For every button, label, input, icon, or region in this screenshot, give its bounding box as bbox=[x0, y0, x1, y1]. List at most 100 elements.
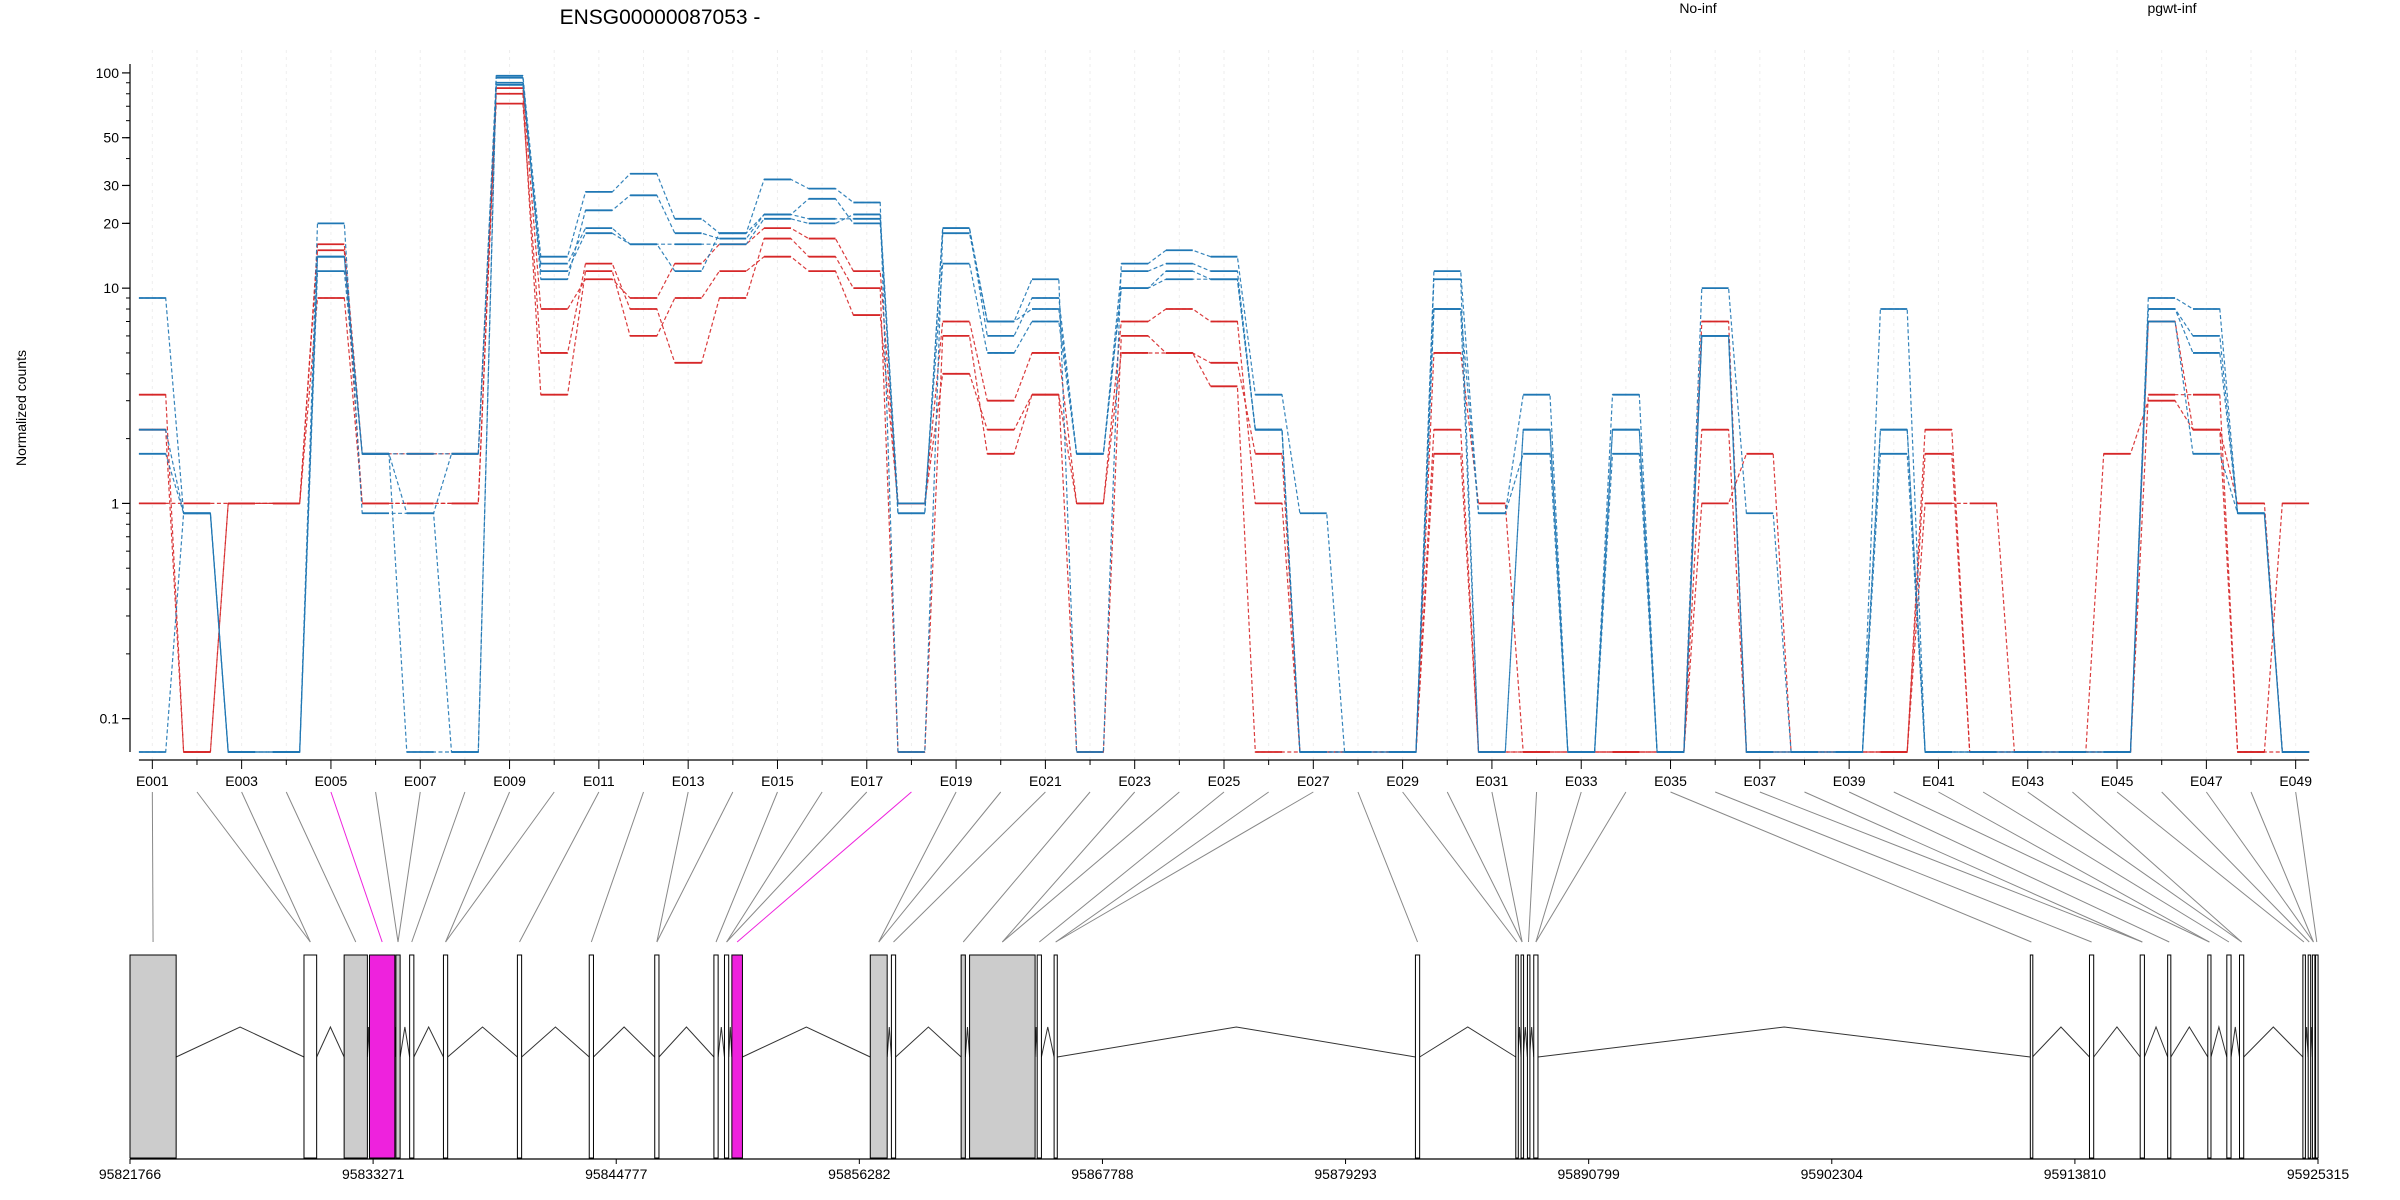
exon-connector bbox=[1535, 791, 1582, 943]
exon-connector bbox=[2250, 791, 2314, 943]
x-tick-label: E007 bbox=[404, 773, 437, 789]
x-tick-label: E025 bbox=[1208, 773, 1241, 789]
exon-connector bbox=[411, 791, 466, 943]
y-axis-label: Normalized counts bbox=[13, 350, 29, 466]
intron bbox=[2032, 1026, 2090, 1058]
coord-tick-label: 95902304 bbox=[1801, 1166, 1864, 1182]
exon-connector bbox=[1804, 791, 2143, 943]
exon-connector bbox=[519, 791, 600, 943]
x-tick-label: E041 bbox=[1922, 773, 1955, 789]
x-tick-label: E005 bbox=[315, 773, 348, 789]
x-tick-label: E003 bbox=[225, 773, 258, 789]
x-axis: E001 E003 E005 E007 E009 E011 E013 E015 E017 E019… bbox=[136, 759, 2312, 789]
exon-connector bbox=[1714, 791, 2092, 943]
exon-block bbox=[2139, 954, 2145, 1159]
exon-connector bbox=[151, 791, 154, 943]
x-tick-label: E017 bbox=[850, 773, 883, 789]
intron bbox=[2230, 1026, 2240, 1058]
coord-tick-label: 95821766 bbox=[99, 1166, 162, 1182]
exon-connector bbox=[736, 791, 912, 943]
exon-block bbox=[303, 954, 318, 1159]
exon-connectors bbox=[151, 791, 2318, 943]
intron bbox=[316, 1025, 345, 1058]
exon-connector bbox=[285, 791, 357, 943]
exon-connector bbox=[2205, 791, 2314, 943]
exon-connector bbox=[1670, 791, 2032, 943]
exon-block bbox=[2207, 954, 2212, 1159]
exon-connector bbox=[445, 791, 511, 943]
chart-title: ENSG00000087053 - bbox=[560, 6, 761, 29]
intron bbox=[2143, 1025, 2169, 1058]
exon-connector bbox=[1001, 791, 1136, 943]
exon-connector bbox=[715, 791, 778, 943]
intron bbox=[1419, 1026, 1517, 1058]
exon-block bbox=[1036, 954, 1042, 1159]
y-tick-label: 20 bbox=[103, 215, 119, 231]
intron bbox=[593, 1026, 656, 1058]
grid-lines bbox=[151, 50, 2297, 760]
coord-tick-label: 95879293 bbox=[1314, 1166, 1377, 1182]
exon-block bbox=[588, 954, 594, 1159]
exon-connector bbox=[445, 791, 555, 943]
exon-block bbox=[343, 954, 368, 1159]
x-tick-label: E001 bbox=[136, 773, 169, 789]
exon-block bbox=[969, 954, 1036, 1159]
intron bbox=[2243, 1026, 2304, 1058]
exon-connector bbox=[1002, 791, 1180, 943]
exon-block bbox=[890, 954, 897, 1159]
intron bbox=[886, 1026, 892, 1058]
x-tick-label: E015 bbox=[761, 773, 794, 789]
y-tick-label: 10 bbox=[103, 280, 119, 296]
exon-block bbox=[654, 954, 660, 1159]
exon-block bbox=[2226, 954, 2232, 1159]
exon-connector bbox=[330, 791, 383, 943]
genomic-coordinate-axis: 95821766 95833271 95844777 95856282 95867788… bbox=[99, 1158, 2349, 1182]
plot-area bbox=[138, 74, 2310, 753]
exon-block bbox=[442, 954, 449, 1159]
intron bbox=[2210, 1025, 2228, 1058]
exon-connector bbox=[1759, 791, 2143, 943]
exon-connector bbox=[1446, 791, 1523, 943]
x-tick-label: E013 bbox=[672, 773, 705, 789]
exon-connector bbox=[2116, 791, 2305, 943]
exon-block bbox=[2088, 954, 2095, 1159]
exon-block bbox=[2167, 954, 2172, 1159]
exon-connector bbox=[375, 791, 399, 943]
exon-block bbox=[1526, 954, 1531, 1159]
exon-connector bbox=[878, 791, 1002, 943]
x-tick-label: E009 bbox=[493, 773, 526, 789]
intron bbox=[964, 1026, 971, 1058]
exon-connector bbox=[726, 791, 868, 943]
series-pgwt-inf-6 bbox=[138, 83, 2310, 753]
exon-block bbox=[1520, 954, 1525, 1159]
exon-connector bbox=[1982, 791, 2230, 943]
x-tick-label: E023 bbox=[1118, 773, 1151, 789]
intron bbox=[742, 1026, 871, 1058]
x-tick-label: E035 bbox=[1654, 773, 1687, 789]
exon-connector bbox=[1893, 791, 2210, 943]
exon-connector bbox=[1055, 791, 1314, 943]
coord-tick-label: 95844777 bbox=[585, 1166, 648, 1182]
exon-connector bbox=[1535, 791, 1627, 943]
intron bbox=[521, 1026, 590, 1058]
exon-block bbox=[960, 954, 966, 1159]
gene-model bbox=[129, 954, 2319, 1159]
exon-block bbox=[1515, 954, 1519, 1159]
intron bbox=[2093, 1026, 2141, 1058]
x-tick-label: E033 bbox=[1565, 773, 1598, 789]
exon-connector bbox=[1491, 791, 1523, 943]
exon-block bbox=[713, 954, 719, 1159]
exon-connector bbox=[196, 791, 311, 943]
exon-connector bbox=[962, 791, 1091, 943]
y-tick-label: 30 bbox=[103, 177, 119, 193]
exon-block bbox=[2302, 954, 2306, 1159]
exon-connector bbox=[2027, 791, 2242, 943]
x-tick-label: E043 bbox=[2011, 773, 2044, 789]
coord-tick-label: 95867788 bbox=[1071, 1166, 1134, 1182]
x-tick-label: E047 bbox=[2190, 773, 2223, 789]
exon-block bbox=[723, 954, 730, 1159]
exon-block bbox=[869, 954, 888, 1159]
exon-connector bbox=[2295, 791, 2318, 943]
coord-tick-label: 95890799 bbox=[1558, 1166, 1621, 1182]
